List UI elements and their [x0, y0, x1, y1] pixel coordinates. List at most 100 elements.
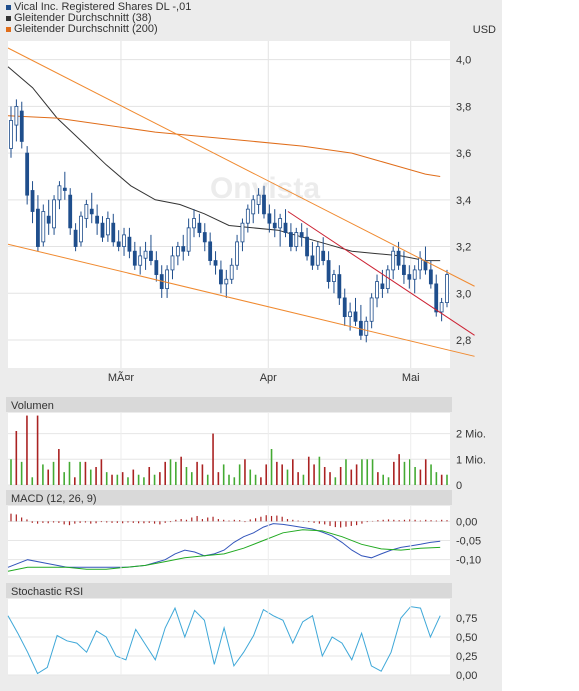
candle-body — [41, 211, 46, 243]
candle-body — [52, 199, 56, 229]
stochastic-rsi-line — [7, 606, 441, 675]
chart-frame: Vical Inc. Registered Shares DL -,01 Gle… — [0, 0, 502, 691]
candle-body — [315, 246, 320, 266]
candle-body — [434, 283, 439, 313]
candle-body — [95, 215, 100, 224]
candle-body — [36, 208, 40, 247]
candle-body — [14, 106, 19, 126]
rsi-panel-title: Stochastic RSI — [11, 586, 83, 598]
candle-body — [375, 281, 379, 299]
candle-body — [256, 194, 261, 205]
candle-body — [385, 269, 390, 289]
candle-body — [428, 269, 433, 285]
candle-body — [224, 278, 229, 285]
price-x-tick-label: Apr — [260, 372, 277, 384]
legend-label-ma38: Gleitender Durchschnitt (38) — [14, 12, 152, 24]
candle-body — [235, 241, 239, 266]
candle-body — [342, 297, 347, 318]
panel-title-bar-1 — [6, 397, 452, 412]
candle-body — [219, 269, 223, 285]
candle-body — [402, 264, 406, 275]
candle-body — [116, 241, 121, 247]
candle-body — [418, 257, 422, 271]
candle-body — [213, 260, 218, 266]
legend-swatch-ma200 — [6, 26, 11, 32]
rsi-y-tick-label: 0,00 — [456, 670, 477, 682]
candle-body — [19, 110, 24, 142]
candle-body — [127, 236, 132, 252]
volume-panel-title: Volumen — [11, 400, 54, 412]
panel-title-bar-3 — [6, 583, 452, 598]
volume-y-tick-label: 2 Mio. — [456, 429, 486, 441]
candle-body — [46, 215, 51, 224]
macd-y-tick-label: -0,10 — [456, 555, 481, 567]
price-y-tick-label: 3,6 — [456, 148, 471, 160]
macd-signal-line — [7, 529, 441, 572]
trendline-2 — [287, 211, 475, 336]
legend-swatch-price — [6, 4, 11, 10]
candle-body — [25, 152, 30, 196]
candle-body — [267, 213, 272, 224]
candle-body — [89, 208, 94, 215]
candle-body — [445, 274, 449, 304]
candle-body — [245, 208, 250, 224]
price-x-tick-label: MÃ¤r — [108, 371, 135, 384]
volume-y-tick-label: 0 — [456, 480, 462, 492]
candle-body — [122, 234, 126, 247]
trendline-0 — [8, 47, 475, 287]
candle-body — [73, 229, 78, 247]
price-y-tick-label: 3,0 — [456, 288, 471, 300]
rsi-y-tick-label: 0,75 — [456, 613, 477, 625]
price-y-tick-label: 3,2 — [456, 242, 471, 254]
candle-body — [369, 297, 374, 322]
candle-body — [251, 199, 256, 215]
candle-body — [278, 218, 283, 229]
legend-label-ma200: Gleitender Durchschnitt (200) — [14, 23, 158, 35]
candle-body — [79, 215, 83, 243]
candle-body — [9, 120, 13, 149]
candle-body — [310, 255, 315, 266]
stock-chart-svg: 4,03,83,63,43,23,02,8MÃ¤r Apr MaiUSDOnvist… — [6, 24, 496, 682]
candle-body — [305, 236, 309, 257]
price-y-unit-label: USD — [473, 24, 496, 36]
price-y-tick-label: 4,0 — [456, 55, 471, 67]
macd-panel-title: MACD (12, 26, 9) — [11, 493, 97, 505]
candle-body — [353, 311, 358, 322]
candle-body — [364, 320, 369, 336]
candle-body — [289, 232, 293, 247]
candle-body — [326, 260, 331, 282]
trendline-1 — [8, 243, 475, 357]
candle-body — [143, 250, 148, 259]
candle-body — [439, 302, 444, 313]
candle-body — [412, 269, 417, 280]
candle-body — [105, 218, 110, 236]
macd-y-tick-label: 0,00 — [456, 516, 477, 528]
candle-body — [348, 311, 353, 318]
candle-body — [337, 274, 342, 299]
legend-item-ma200: Gleitender Durchschnitt (200) — [6, 23, 158, 35]
legend-item-ma38: Gleitender Durchschnitt (38) — [6, 12, 152, 24]
candle-body — [175, 246, 180, 257]
candle-body — [294, 232, 299, 247]
candle-body — [197, 222, 202, 233]
candle-body — [138, 255, 143, 266]
candle-body — [170, 255, 175, 271]
candle-body — [186, 227, 191, 252]
candle-body — [181, 246, 186, 252]
candle-body — [332, 274, 336, 282]
candle-body — [262, 194, 266, 215]
legend-label-price: Vical Inc. Registered Shares DL -,01 — [14, 1, 192, 13]
candle-body — [30, 190, 35, 212]
candle-body — [391, 250, 396, 271]
price-y-tick-label: 2,8 — [456, 335, 471, 347]
volume-y-tick-label: 1 Mio. — [456, 454, 486, 466]
candle-body — [299, 232, 304, 238]
candle-body — [423, 260, 428, 271]
candle-body — [396, 250, 401, 266]
panel-title-bar-2 — [6, 490, 452, 505]
candle-body — [154, 260, 159, 275]
candle-body — [111, 222, 116, 243]
legend-swatch-ma38 — [6, 15, 11, 21]
candle-body — [240, 222, 245, 243]
candle-body — [192, 218, 196, 229]
